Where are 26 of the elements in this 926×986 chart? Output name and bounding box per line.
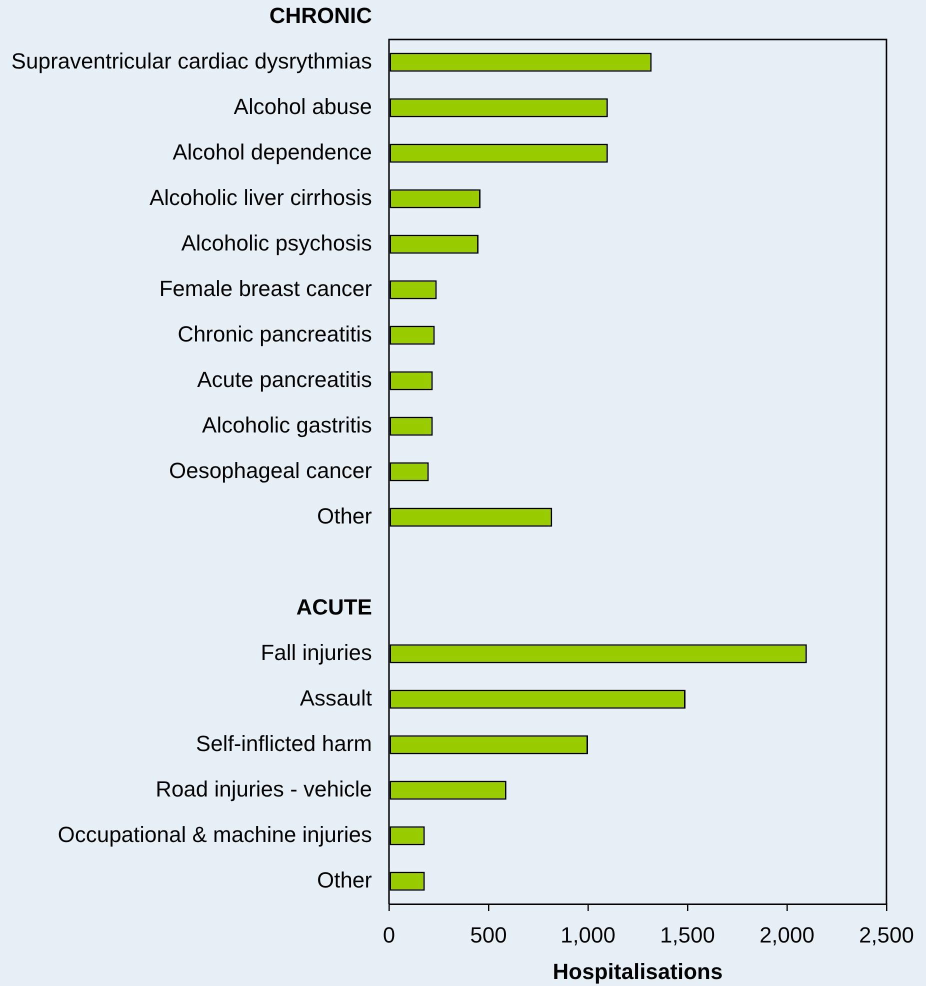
y-tick-label: Female breast cancer [159,276,372,301]
y-tick-label: Alcoholic liver cirrhosis [149,184,372,210]
x-tick-label: 500 [470,922,507,948]
y-tick-label: Other [316,503,372,528]
x-axis-title: Hospitalisations [552,958,723,984]
y-tick-label: ACUTE [296,594,372,620]
x-tick-label: 2,500 [858,922,914,948]
y-tick-label: Alcohol abuse [234,94,372,119]
y-tick-label: Supraventricular cardiac dysrythmias [11,48,372,74]
y-tick-label: Fall injuries [260,640,372,665]
y-tick-label: CHRONIC [269,2,372,28]
y-tick-label: Oesophageal cancer [168,458,372,483]
y-tick-label: Assault [300,685,372,710]
x-tick-label: 0 [382,922,396,948]
x-tick-label: 1,500 [660,922,716,948]
y-tick-label: Alcoholic psychosis [181,230,372,256]
y-tick-label: Chronic pancreatitis [178,321,372,346]
y-tick-label: Other [316,867,372,892]
x-tick-label: 2,000 [759,922,815,948]
x-tick-label: 1,000 [560,922,616,948]
y-tick-label: Road injuries - vehicle [156,776,372,802]
y-tick-label: Occupational & machine injuries [58,822,372,847]
y-tick-label: Self-inflicted harm [196,730,372,756]
y-tick-label: Acute pancreatitis [197,366,372,392]
y-tick-label: Alcoholic gastritis [202,412,372,438]
y-tick-label: Alcohol dependence [172,139,372,164]
